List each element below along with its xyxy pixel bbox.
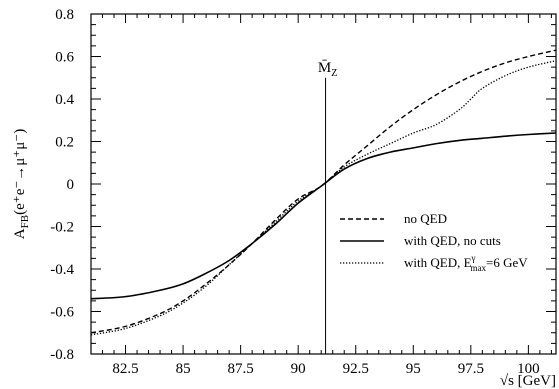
legend-label: no QED xyxy=(404,211,447,226)
y-tick-label: -0.2 xyxy=(50,220,74,236)
x-tick-label: 85 xyxy=(176,361,191,377)
x-axis-label: √s [GeV] xyxy=(500,373,556,389)
curves xyxy=(90,49,557,336)
y-tick-label: -0.4 xyxy=(50,262,74,278)
x-tick-label: 82.5 xyxy=(112,361,138,377)
legend-label: with QED, Eγ max=6 GeV xyxy=(404,253,528,273)
y-tick-label: 0.6 xyxy=(55,50,74,66)
y-tick-label: 0.4 xyxy=(55,92,74,108)
x-tick-label: 90 xyxy=(291,361,306,377)
legend-label: with QED, no cuts xyxy=(404,233,501,248)
y-tick-label: 0.2 xyxy=(55,135,74,151)
tick-labels: 82.5 85 87.5 90 92.5 95 97.5 100 -0.8 -0.6 -0.4 -0.… xyxy=(50,7,539,377)
ticks xyxy=(91,13,556,355)
x-tick-label: 100 xyxy=(517,361,540,377)
y-tick-label: 0.8 xyxy=(55,7,74,23)
x-tick-label: 92.5 xyxy=(343,361,369,377)
y-tick-label: -0.6 xyxy=(50,305,74,321)
legend: no QED with QED, no cuts with QED, Eγ max=6… xyxy=(340,211,528,273)
series-line-solid xyxy=(90,132,557,300)
mz-annotation: M̄Z xyxy=(318,60,337,79)
y-axis-label: AFB(e⁺e⁻→μ⁺μ⁻) xyxy=(12,129,31,239)
x-tick-label: 97.5 xyxy=(458,361,484,377)
y-tick-label: -0.8 xyxy=(50,347,74,363)
series-line-dotted xyxy=(90,60,557,336)
x-tick-label: 87.5 xyxy=(228,361,254,377)
y-tick-label: 0 xyxy=(67,177,75,193)
series-line-dashed xyxy=(90,49,557,334)
x-tick-label: 95 xyxy=(406,361,421,377)
